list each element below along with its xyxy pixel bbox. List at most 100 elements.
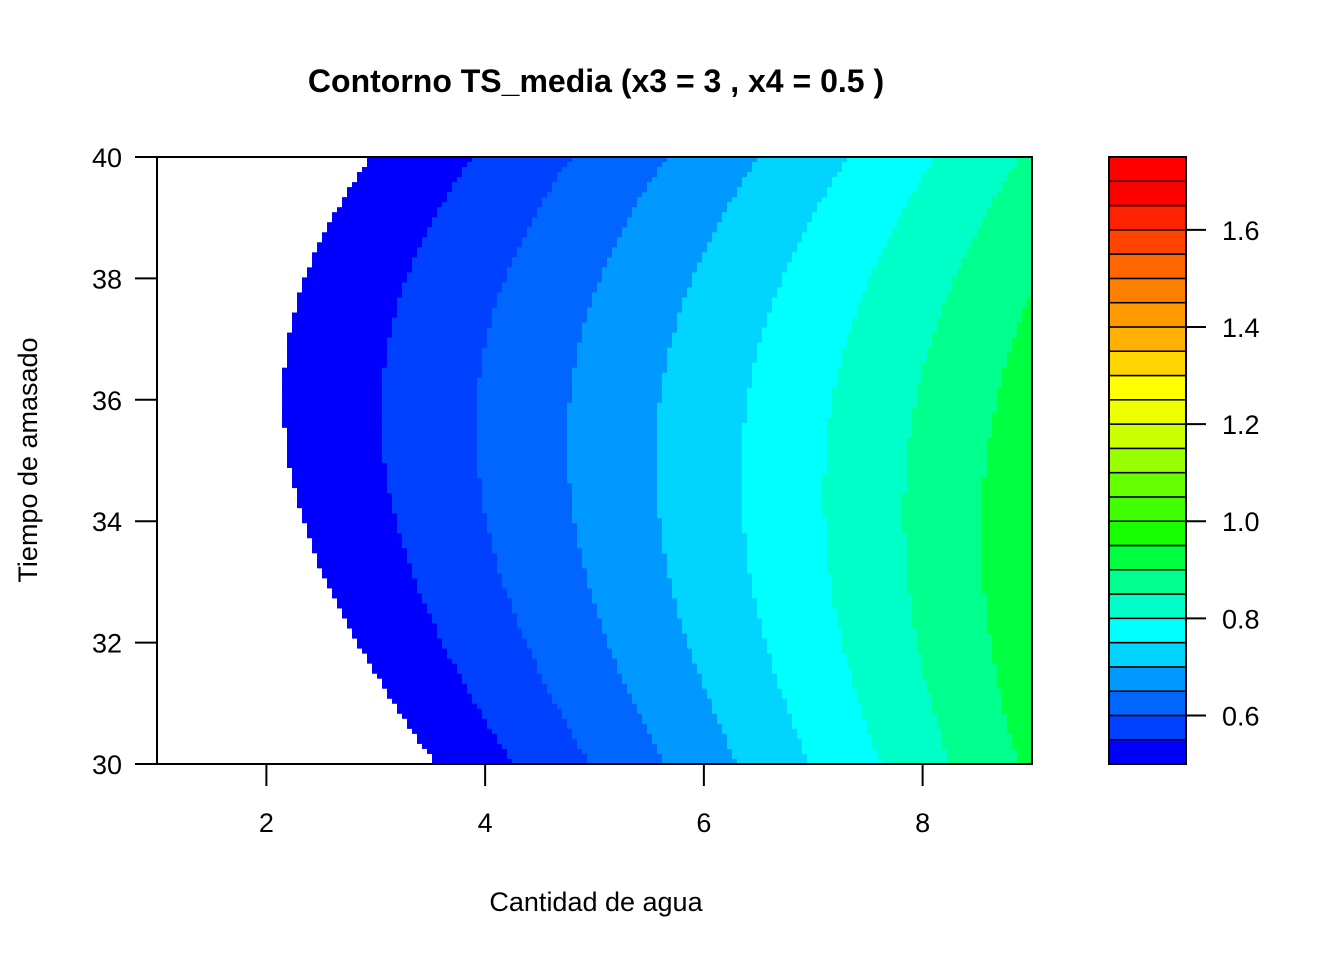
- contour-cell: [432, 292, 438, 299]
- contour-cell: [667, 182, 673, 188]
- contour-cell: [347, 187, 353, 193]
- contour-cell: [242, 297, 248, 304]
- contour-cell: [312, 217, 318, 223]
- contour-cell: [277, 277, 283, 284]
- contour-cell: [907, 272, 913, 278]
- contour-cell: [462, 222, 468, 228]
- contour-cell: [412, 162, 418, 168]
- contour-cell: [602, 172, 608, 178]
- contour-cell: [167, 257, 173, 263]
- contour-cell: [967, 192, 973, 198]
- contour-cell: [917, 227, 923, 233]
- contour-cell: [437, 227, 443, 233]
- contour-cell: [692, 212, 698, 218]
- contour-cell: [342, 287, 348, 294]
- contour-cell: [367, 192, 373, 198]
- contour-cell: [892, 287, 898, 294]
- contour-cell: [627, 262, 633, 268]
- contour-cell: [637, 187, 643, 193]
- contour-cell: [942, 182, 948, 188]
- contour-cell: [767, 162, 773, 168]
- contour-cell: [157, 242, 163, 248]
- contour-cell: [442, 217, 448, 223]
- contour-cell: [252, 162, 258, 168]
- contour-cell: [657, 202, 663, 208]
- contour-cell: [672, 162, 678, 168]
- contour-cell: [157, 187, 163, 193]
- contour-cell: [287, 162, 293, 168]
- contour-cell: [192, 257, 198, 263]
- contour-cell: [572, 262, 578, 268]
- contour-cell: [857, 167, 863, 173]
- contour-cell: [972, 202, 978, 208]
- contour-cell: [302, 172, 308, 178]
- contour-cell: [267, 282, 273, 289]
- contour-cell: [532, 282, 538, 289]
- contour-cell: [177, 157, 183, 163]
- contour-cell: [462, 237, 468, 243]
- contour-cell: [692, 202, 698, 208]
- contour-cell: [722, 172, 728, 178]
- contour-cell: [817, 177, 823, 183]
- contour-cell: [957, 287, 963, 294]
- contour-cell: [342, 207, 348, 213]
- contour-cell: [687, 202, 693, 208]
- contour-cell: [267, 227, 273, 233]
- contour-cell: [402, 272, 408, 278]
- contour-cell: [567, 297, 573, 304]
- contour-cell: [1022, 167, 1028, 173]
- contour-cell: [212, 232, 218, 238]
- contour-cell: [407, 167, 413, 173]
- contour-cell: [552, 212, 558, 218]
- contour-cell: [492, 212, 498, 218]
- contour-cell: [962, 287, 968, 294]
- contour-cell: [467, 227, 473, 233]
- contour-cell: [572, 227, 578, 233]
- contour-cell: [217, 207, 223, 213]
- contour-cell: [762, 257, 768, 263]
- contour-cell: [992, 287, 998, 294]
- contour-cell: [872, 172, 878, 178]
- contour-cell: [177, 262, 183, 268]
- contour-cell: [557, 192, 563, 198]
- contour-cell: [282, 217, 288, 223]
- contour-cell: [212, 252, 218, 258]
- contour-cell: [937, 272, 943, 278]
- contour-cell: [857, 227, 863, 233]
- contour-cell: [917, 202, 923, 208]
- contour-cell: [762, 277, 768, 284]
- contour-cell: [302, 187, 308, 193]
- contour-cell: [307, 262, 313, 268]
- contour-cell: [517, 247, 523, 253]
- contour-cell: [257, 262, 263, 268]
- contour-cell: [177, 212, 183, 218]
- contour-cell: [157, 177, 163, 183]
- contour-cell: [437, 192, 443, 198]
- contour-cell: [557, 232, 563, 238]
- contour-cell: [857, 242, 863, 248]
- contour-cell: [217, 262, 223, 268]
- contour-cell: [912, 167, 918, 173]
- contour-cell: [207, 157, 213, 163]
- contour-cell: [372, 252, 378, 258]
- contour-cell: [1022, 277, 1028, 284]
- contour-cell: [917, 257, 923, 263]
- contour-cell: [977, 207, 983, 213]
- contour-cell: [1002, 272, 1008, 278]
- contour-cell: [887, 207, 893, 213]
- contour-cell: [477, 227, 483, 233]
- contour-cell: [327, 162, 333, 168]
- contour-cell: [432, 267, 438, 273]
- contour-cell: [462, 262, 468, 268]
- contour-cell: [427, 292, 433, 299]
- contour-cell: [932, 202, 938, 208]
- contour-cell: [707, 257, 713, 263]
- contour-cell: [507, 177, 513, 183]
- contour-cell: [172, 272, 178, 278]
- contour-cell: [177, 282, 183, 289]
- contour-cell: [402, 257, 408, 263]
- contour-cell: [877, 162, 883, 168]
- contour-cell: [862, 222, 868, 228]
- contour-cell: [367, 212, 373, 218]
- contour-cell: [842, 277, 848, 284]
